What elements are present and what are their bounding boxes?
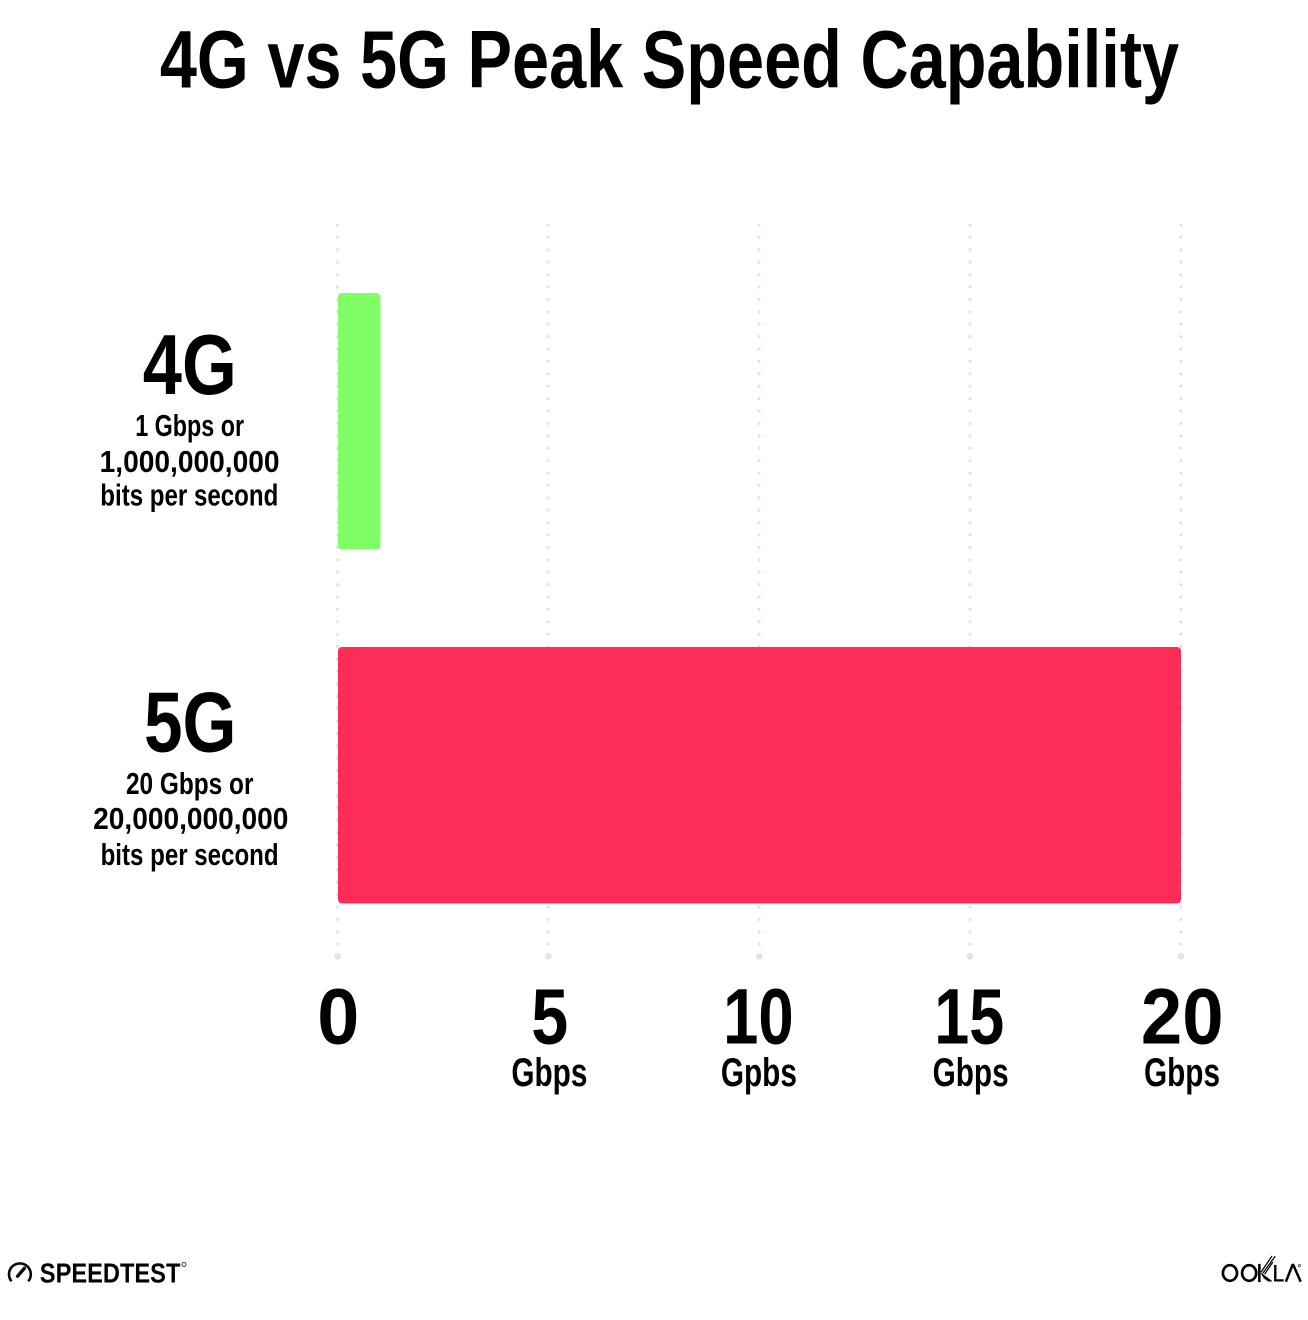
svg-text:Gbps: Gbps <box>1144 1051 1220 1095</box>
svg-text:Gpbs: Gpbs <box>721 1051 797 1095</box>
svg-text:5: 5 <box>531 972 568 1061</box>
svg-text:0: 0 <box>317 972 359 1061</box>
svg-text:Gbps: Gbps <box>933 1051 1009 1095</box>
svg-text:5G: 5G <box>144 676 237 771</box>
svg-text:bits per second: bits per second <box>100 477 278 512</box>
svg-text:4G: 4G <box>143 318 237 413</box>
svg-text:20: 20 <box>1141 972 1224 1061</box>
svg-text:4G vs 5G Peak Speed Capability: 4G vs 5G Peak Speed Capability <box>160 15 1179 106</box>
svg-text:1,000,000,000: 1,000,000,000 <box>100 444 280 479</box>
svg-text:SPEEDTEST: SPEEDTEST <box>40 1258 181 1289</box>
svg-text:15: 15 <box>934 972 1004 1061</box>
svg-text:1 Gbps or: 1 Gbps or <box>135 408 244 443</box>
svg-text:Gbps: Gbps <box>511 1051 587 1095</box>
svg-text:10: 10 <box>723 972 794 1061</box>
svg-text:bits per second: bits per second <box>101 837 279 872</box>
svg-text:20 Gbps or: 20 Gbps or <box>126 766 254 801</box>
svg-text:20,000,000,000: 20,000,000,000 <box>93 801 288 836</box>
